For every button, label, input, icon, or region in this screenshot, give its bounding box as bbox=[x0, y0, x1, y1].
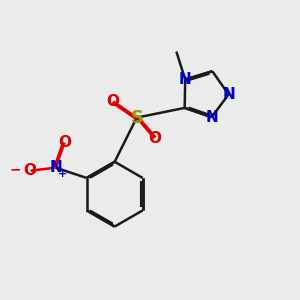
Text: +: + bbox=[58, 169, 67, 179]
Text: O: O bbox=[107, 94, 120, 109]
Text: N: N bbox=[222, 87, 235, 102]
Text: O: O bbox=[58, 135, 71, 150]
Text: O: O bbox=[24, 163, 37, 178]
Text: N: N bbox=[205, 110, 218, 124]
Text: N: N bbox=[179, 72, 192, 87]
Text: −: − bbox=[10, 162, 21, 176]
Text: N: N bbox=[49, 160, 62, 175]
Text: S: S bbox=[130, 109, 143, 127]
Text: O: O bbox=[148, 131, 161, 146]
